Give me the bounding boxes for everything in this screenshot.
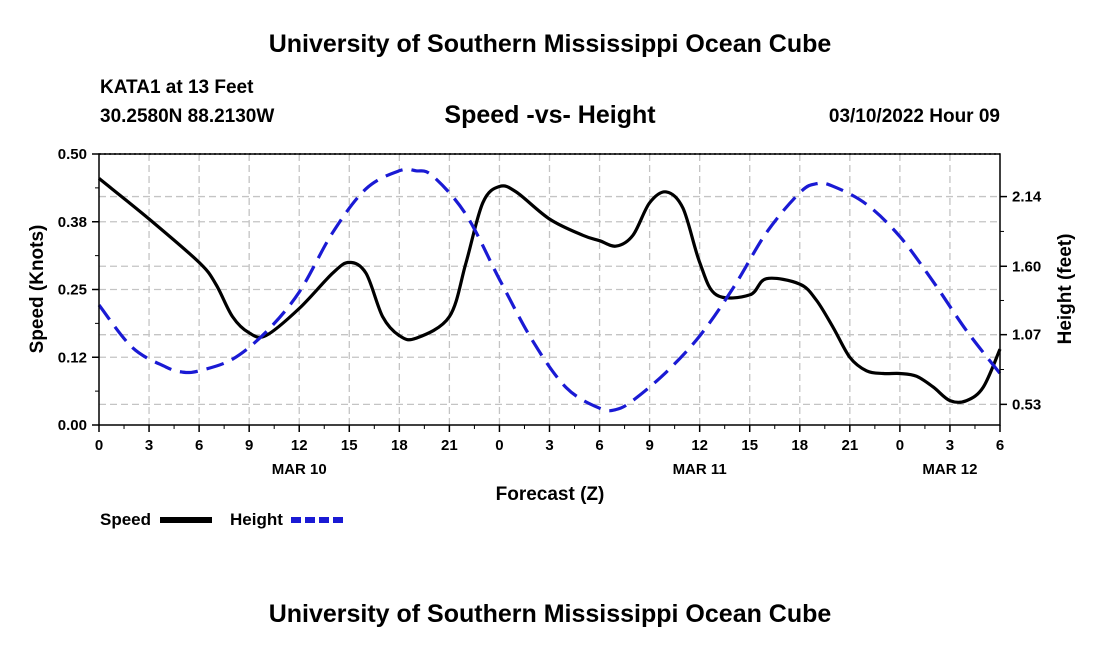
legend-speed-label: Speed <box>100 510 151 529</box>
x-tick-label: 15 <box>741 437 758 454</box>
x-tick-label: 6 <box>996 437 1004 454</box>
date-label: MAR 11 <box>673 461 727 478</box>
page-title-top: University of Southern Mississippi Ocean… <box>268 30 832 58</box>
x-tick-label: 21 <box>441 437 458 454</box>
tick-labels: 0 3 6 9 12 15 18 21 0 3 6 9 12 15 18 21 0 3 6 0.00 0.12 0.25 0… <box>58 146 1042 478</box>
date-label: MAR 12 <box>922 461 977 478</box>
x-tick-label: 3 <box>145 437 153 454</box>
speed-height-chart: 0 3 6 9 12 15 18 21 0 3 6 9 12 15 18 21 0 3 6 0.00 0.12 0.25 0… <box>27 146 1076 529</box>
page-title-bottom: University of Southern Mississippi Ocean… <box>268 600 832 628</box>
x-tick-label: 9 <box>245 437 253 454</box>
legend-height-label: Height <box>230 510 283 529</box>
y2-tick-label: 1.60 <box>1012 258 1041 275</box>
x-tick-label: 0 <box>495 437 503 454</box>
station-coordinates: 30.2580N 88.2130W <box>100 106 275 127</box>
y-tick-label: 0.12 <box>58 349 87 366</box>
x-tick-label: 12 <box>691 437 708 454</box>
y-tick-label: 0.00 <box>58 417 87 434</box>
y-axis-title: Speed (Knots) <box>27 225 48 354</box>
x-tick-label: 12 <box>291 437 308 454</box>
x-tick-label: 3 <box>946 437 954 454</box>
date-label: MAR 10 <box>272 461 327 478</box>
y2-tick-label: 1.07 <box>1012 327 1041 344</box>
x-tick-label: 18 <box>791 437 808 454</box>
x-tick-label: 21 <box>841 437 858 454</box>
y2-tick-label: 0.53 <box>1012 396 1041 413</box>
height-series-line <box>97 167 1002 413</box>
y-tick-label: 0.25 <box>58 282 87 299</box>
x-tick-label: 18 <box>391 437 408 454</box>
legend: Speed Height <box>100 510 343 529</box>
grid-lines <box>99 154 1000 425</box>
series-layer <box>97 167 1002 413</box>
y-tick-label: 0.50 <box>58 146 87 163</box>
x-tick-label: 0 <box>896 437 904 454</box>
x-tick-label: 15 <box>341 437 358 454</box>
chart-title: Speed -vs- Height <box>444 101 656 129</box>
station-label: KATA1 at 13 Feet <box>100 77 254 98</box>
tick-marks <box>92 153 1007 432</box>
x-tick-label: 0 <box>95 437 103 454</box>
x-tick-label: 6 <box>595 437 603 454</box>
x-tick-label: 3 <box>545 437 553 454</box>
forecast-datetime: 03/10/2022 Hour 09 <box>828 106 1000 127</box>
speed-series-line <box>97 177 1002 404</box>
x-tick-label: 9 <box>645 437 653 454</box>
y2-tick-label: 2.14 <box>1012 189 1042 206</box>
y2-axis-title: Height (feet) <box>1055 234 1076 345</box>
x-axis-title: Forecast (Z) <box>496 484 605 505</box>
x-tick-label: 6 <box>195 437 203 454</box>
y-tick-label: 0.38 <box>58 214 87 231</box>
